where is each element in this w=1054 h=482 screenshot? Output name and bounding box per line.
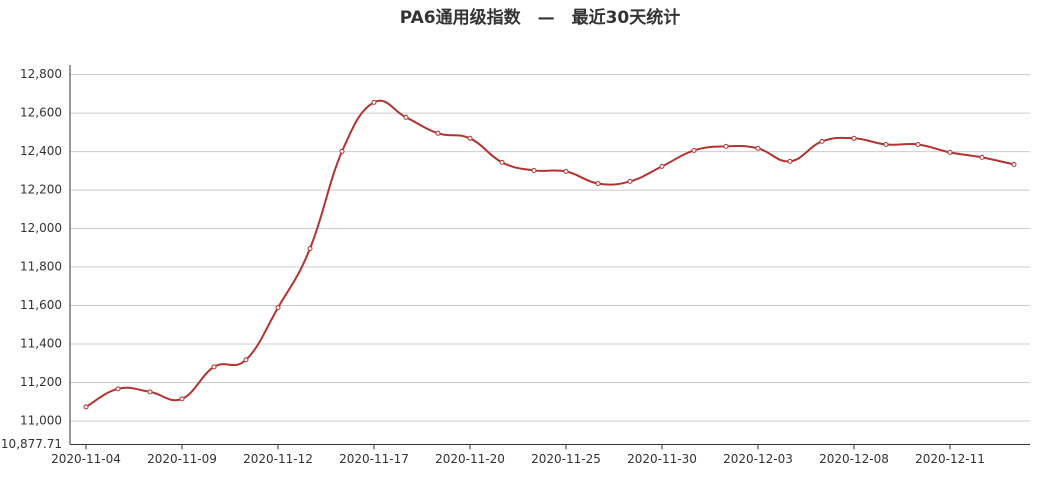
point — [851, 135, 857, 141]
point — [275, 305, 281, 311]
point — [307, 246, 313, 252]
x-tick-label: 2020-11-25 — [531, 452, 601, 466]
x-tick-label: 2020-12-03 — [723, 452, 793, 466]
y-tick-label: 12,800 — [20, 67, 62, 81]
point — [147, 389, 153, 395]
point — [531, 167, 537, 173]
y-tick-label: 12,000 — [20, 221, 62, 235]
x-tick-label: 2020-11-12 — [243, 452, 313, 466]
point — [1011, 161, 1017, 167]
point — [435, 130, 441, 136]
point — [755, 145, 761, 151]
point — [787, 158, 793, 164]
chart-title: PA6通用级指数 — 最近30天统计 — [400, 7, 681, 28]
point — [371, 99, 377, 105]
point — [179, 396, 185, 402]
point — [947, 149, 953, 155]
point — [659, 163, 665, 169]
y-tick-label: 11,000 — [20, 413, 62, 427]
point — [563, 168, 569, 174]
point — [883, 141, 889, 147]
point — [691, 147, 697, 153]
x-tick-label: 2020-12-11 — [915, 452, 985, 466]
y-tick-label: 12,600 — [20, 106, 62, 120]
y-tick-label: 12,200 — [20, 183, 62, 197]
x-tick-label: 2020-11-04 — [51, 452, 121, 466]
x-tick-label: 2020-11-20 — [435, 452, 505, 466]
point — [339, 148, 345, 154]
point — [403, 114, 409, 120]
point — [979, 154, 985, 160]
point — [723, 143, 729, 149]
x-tick-label: 2020-11-17 — [339, 452, 409, 466]
point — [115, 386, 121, 392]
x-tick-label: 2020-12-08 — [819, 452, 889, 466]
point — [467, 135, 473, 141]
point — [499, 159, 505, 165]
y-tick-label: 11,600 — [20, 298, 62, 312]
point — [819, 138, 825, 144]
point — [243, 357, 249, 363]
point — [627, 178, 633, 184]
point — [595, 181, 601, 187]
y-tick-label: 11,400 — [20, 337, 62, 351]
point — [915, 141, 921, 147]
y-tick-label: 10,877.71 — [1, 437, 62, 451]
y-tick-label: 12,400 — [20, 144, 62, 158]
point — [83, 404, 89, 410]
y-tick-label: 11,200 — [20, 375, 62, 389]
y-tick-label: 11,800 — [20, 260, 62, 274]
x-tick-label: 2020-11-09 — [147, 452, 217, 466]
point — [211, 364, 217, 370]
line — [85, 99, 1015, 408]
x-tick-label: 2020-11-30 — [627, 452, 697, 466]
